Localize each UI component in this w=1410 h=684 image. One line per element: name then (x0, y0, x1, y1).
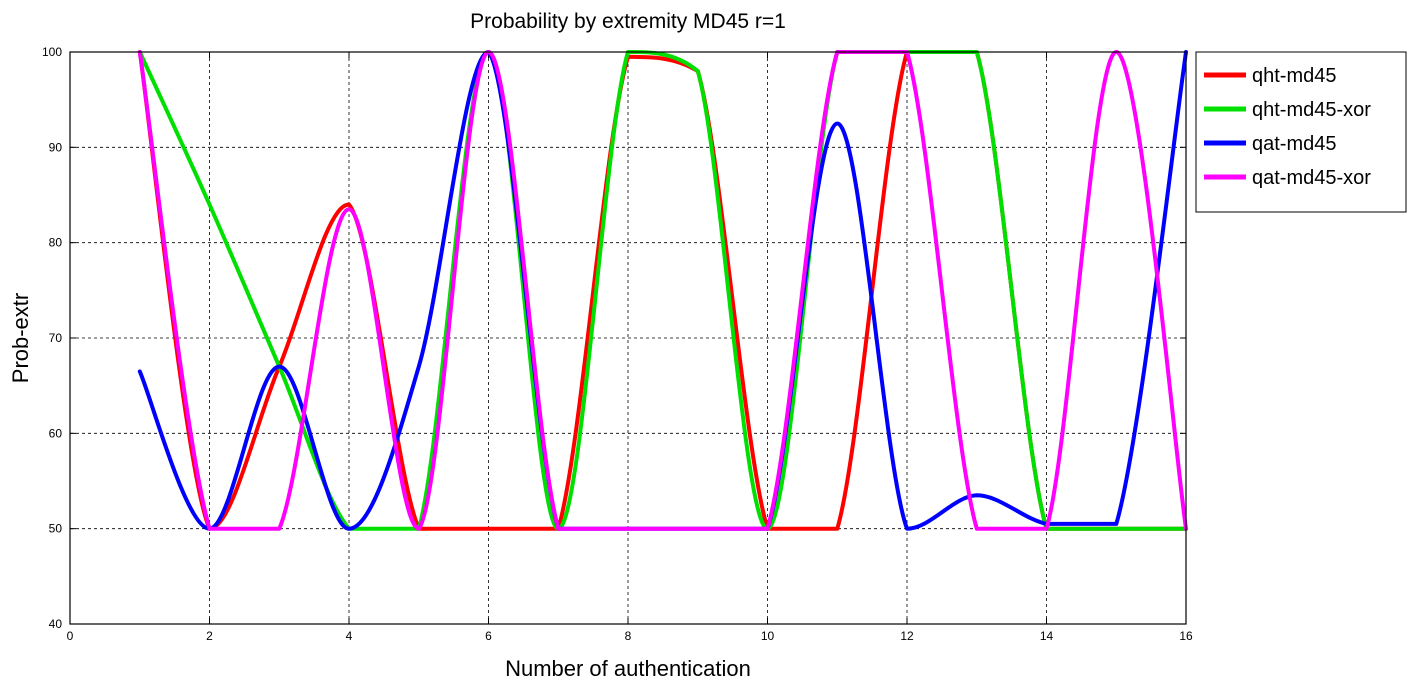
x-tick-label: 14 (1040, 629, 1054, 643)
legend: qht-md45 qht-md45-xor qat-md45 qat-md45-xor (1195, 51, 1407, 213)
x-axis-label: Number of authentication (505, 656, 751, 681)
y-tick-label: 50 (49, 522, 63, 536)
x-tick-label: 6 (485, 629, 492, 643)
legend-label: qat-md45-xor (1252, 167, 1371, 189)
x-tick-label: 4 (346, 629, 353, 643)
x-tick-label: 12 (900, 629, 914, 643)
axis-ticks: 0 2 4 6 8 10 12 14 16 40 50 60 70 80 90 100 (42, 45, 1193, 643)
y-tick-label: 100 (42, 45, 62, 59)
legend-label: qht-md45-xor (1252, 99, 1371, 121)
series-line-qat-md45-xor (137, 49, 1188, 531)
x-tick-label: 16 (1179, 629, 1193, 643)
y-tick-label: 90 (49, 140, 63, 154)
y-tick-label: 80 (49, 236, 63, 250)
legend-box (1195, 51, 1407, 213)
x-tick-label: 8 (625, 629, 632, 643)
series-line-qht-md45-xor (137, 49, 1188, 531)
x-tick-label: 10 (761, 629, 775, 643)
legend-label: qht-md45 (1252, 65, 1337, 87)
plot-frame (69, 51, 1187, 625)
y-tick-label: 40 (49, 617, 63, 631)
series-lines (137, 49, 1188, 531)
x-tick-label: 0 (67, 629, 74, 643)
legend-label: qat-md45 (1252, 133, 1337, 155)
chart-title: Probability by extremity MD45 r=1 (470, 10, 786, 33)
y-tick-label: 70 (49, 331, 63, 345)
x-tick-label: 2 (206, 629, 213, 643)
y-axis-label: Prob-extr (8, 293, 33, 383)
y-tick-label: 60 (49, 426, 63, 440)
